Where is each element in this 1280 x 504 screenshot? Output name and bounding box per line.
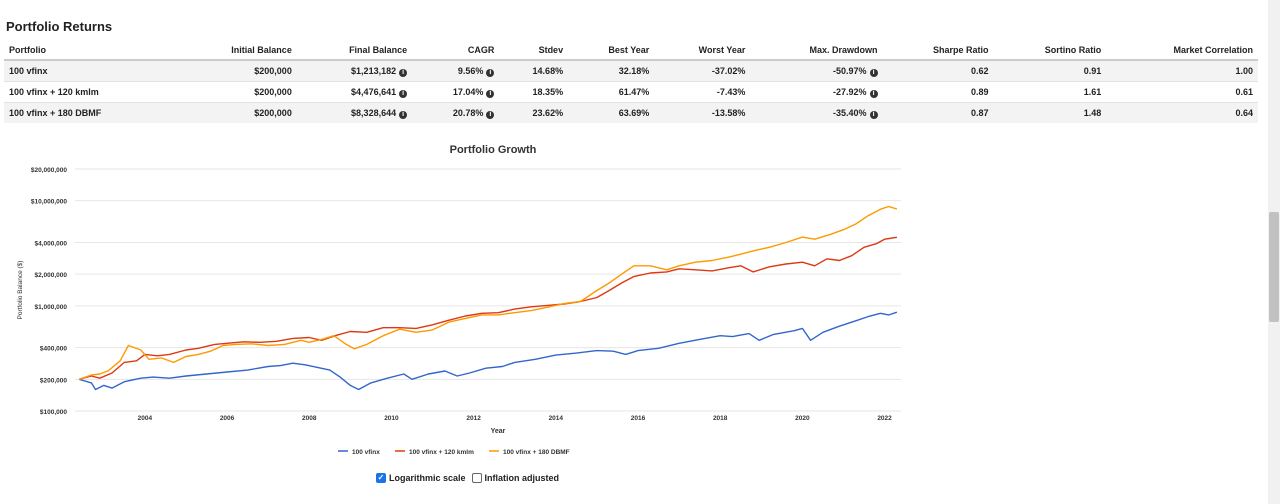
cell-final-balance: $1,213,182 i [296, 59, 413, 82]
legend-label: 100 vfinx + 120 kmlm [409, 449, 474, 456]
col-header-portfolio[interactable]: Portfolio [4, 40, 178, 61]
info-icon[interactable]: i [486, 68, 495, 77]
cell-portfolio: 100 vfinx + 120 kmlm [4, 81, 178, 103]
x-tick-label: 2010 [384, 415, 399, 422]
log-scale-toggle[interactable]: ✓ Logarithmic scale [376, 473, 466, 483]
y-tick-label: $4,000,000 [34, 241, 67, 248]
cell-stdev: 18.35% [499, 81, 569, 103]
cell-market-correlation: 0.61 [1106, 81, 1258, 103]
table-row: 100 vfinx $200,000 $1,213,182 i 9.56% i 14… [4, 59, 1258, 82]
series-line-2 [78, 236, 898, 380]
legend-label: 100 vfinx + 180 DBMF [503, 449, 570, 456]
col-header-best-year[interactable]: Best Year [568, 40, 655, 61]
cell-cagr: 9.56% i [412, 59, 500, 82]
x-tick-label: 2014 [549, 415, 564, 422]
col-header-worst-year[interactable]: Worst Year [654, 40, 751, 61]
y-tick-label: $2,000,000 [34, 272, 67, 279]
cell-sharpe-ratio: 0.87 [882, 102, 994, 123]
cell-initial-balance: $200,000 [177, 102, 297, 123]
chart-controls: ✓ Logarithmic scale Inflation adjusted [376, 473, 565, 483]
portfolio-returns-table: Portfolio Initial Balance Final Balance … [4, 40, 1258, 123]
inflation-toggle[interactable]: Inflation adjusted [471, 473, 560, 483]
table-row: 100 vfinx + 180 DBMF $200,000 $8,328,644… [4, 102, 1258, 123]
cell-best-year: 32.18% [568, 59, 655, 82]
y-tick-label: $20,000,000 [31, 167, 68, 174]
cell-market-correlation: 1.00 [1106, 59, 1258, 82]
cell-sortino-ratio: 0.91 [993, 59, 1107, 82]
cell-portfolio: 100 vfinx [4, 59, 178, 82]
col-header-max-drawdown[interactable]: Max. Drawdown [750, 40, 883, 61]
y-axis-label: Portfolio Balance ($) [17, 261, 24, 320]
scrollbar-thumb[interactable] [1269, 212, 1279, 322]
y-tick-label: $100,000 [40, 409, 67, 416]
cell-sortino-ratio: 1.48 [993, 102, 1107, 123]
log-scale-label: Logarithmic scale [389, 473, 466, 483]
col-header-final-balance[interactable]: Final Balance [296, 40, 413, 61]
cell-cagr: 20.78% i [412, 102, 500, 123]
cell-best-year: 61.47% [568, 81, 655, 103]
info-icon[interactable]: i [869, 68, 878, 77]
info-icon[interactable]: i [399, 89, 408, 98]
cell-max-drawdown: -35.40% i [750, 102, 883, 123]
cell-sharpe-ratio: 0.89 [882, 81, 994, 103]
x-tick-label: 2016 [631, 415, 646, 422]
inflation-label: Inflation adjusted [484, 473, 560, 483]
col-header-sharpe-ratio[interactable]: Sharpe Ratio [882, 40, 994, 61]
x-tick-label: 2020 [795, 415, 810, 422]
chart-title: Portfolio Growth [450, 144, 537, 156]
col-header-stdev[interactable]: Stdev [499, 40, 569, 61]
cell-initial-balance: $200,000 [177, 81, 297, 103]
y-tick-label: $10,000,000 [31, 199, 68, 206]
info-icon[interactable]: i [486, 110, 495, 119]
cell-market-correlation: 0.64 [1106, 102, 1258, 123]
x-tick-label: 2006 [220, 415, 235, 422]
col-header-market-correlation[interactable]: Market Correlation [1106, 40, 1258, 61]
cell-initial-balance: $200,000 [177, 59, 297, 82]
legend-label: 100 vfinx [352, 449, 380, 456]
x-tick-label: 2022 [877, 415, 892, 422]
section-title: Portfolio Returns [6, 19, 113, 34]
cell-portfolio: 100 vfinx + 180 DBMF [4, 102, 178, 123]
info-icon[interactable]: i [869, 89, 878, 98]
cell-cagr: 17.04% i [412, 81, 500, 103]
info-icon[interactable]: i [399, 110, 408, 119]
x-tick-label: 2018 [713, 415, 728, 422]
cell-max-drawdown: -27.92% i [750, 81, 883, 103]
checkbox-icon[interactable]: ✓ [376, 473, 386, 483]
series-line-1 [78, 311, 898, 391]
x-axis-label: Year [491, 428, 506, 435]
y-tick-label: $400,000 [40, 346, 67, 353]
col-header-initial-balance[interactable]: Initial Balance [177, 40, 297, 61]
portfolio-growth-chart: Portfolio Growth $100,000 $200,000 $400,000… [17, 144, 901, 456]
table-header-row: Portfolio Initial Balance Final Balance … [4, 40, 1258, 61]
col-header-cagr[interactable]: CAGR [412, 40, 500, 61]
cell-final-balance: $4,476,641 i [296, 81, 413, 103]
x-tick-label: 2008 [302, 415, 317, 422]
cell-worst-year: -13.58% [654, 102, 751, 123]
x-tick-label: 2012 [466, 415, 481, 422]
table-row: 100 vfinx + 120 kmlm $200,000 $4,476,641… [4, 81, 1258, 103]
cell-worst-year: -37.02% [654, 59, 751, 82]
cell-final-balance: $8,328,644 i [296, 102, 413, 123]
col-header-sortino-ratio[interactable]: Sortino Ratio [993, 40, 1107, 61]
checkbox-icon[interactable] [471, 473, 482, 483]
info-icon[interactable]: i [869, 110, 878, 119]
cell-stdev: 14.68% [499, 59, 569, 82]
x-tick-label: 2004 [138, 415, 153, 422]
cell-best-year: 63.69% [568, 102, 655, 123]
cell-max-drawdown: -50.97% i [750, 59, 883, 82]
series-line-3 [78, 205, 898, 380]
info-icon[interactable]: i [486, 89, 495, 98]
cell-sharpe-ratio: 0.62 [882, 59, 994, 82]
cell-sortino-ratio: 1.61 [993, 81, 1107, 103]
cell-stdev: 23.62% [499, 102, 569, 123]
page-scrollbar[interactable] [1268, 0, 1280, 504]
info-icon[interactable]: i [399, 68, 408, 77]
cell-worst-year: -7.43% [654, 81, 751, 103]
y-tick-label: $200,000 [40, 377, 67, 384]
y-tick-label: $1,000,000 [34, 304, 67, 311]
